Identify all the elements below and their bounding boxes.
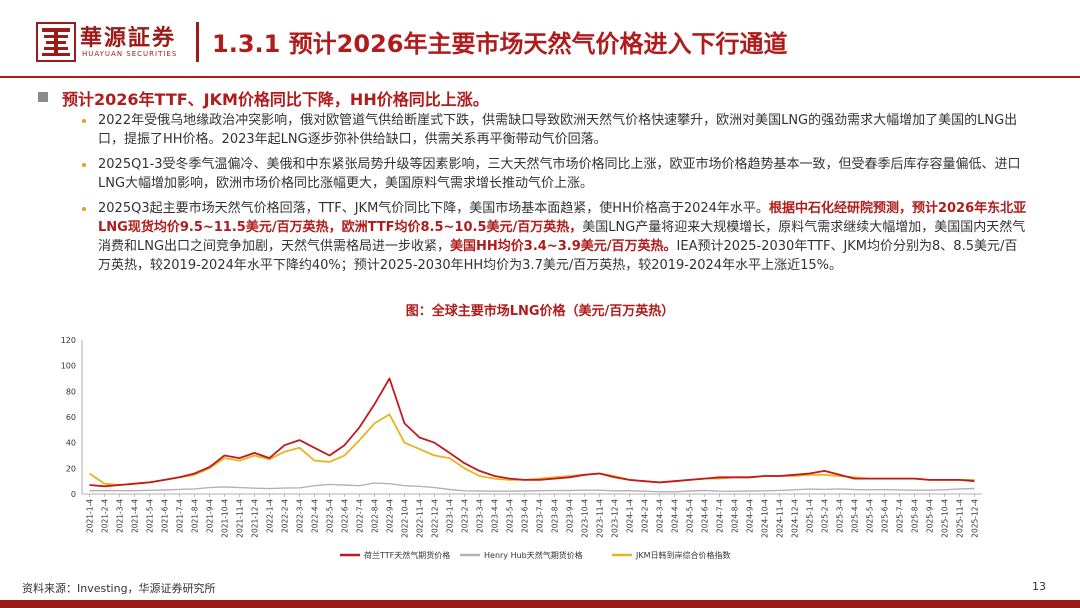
x-tick-label: 2022-6-4 xyxy=(341,499,350,533)
y-tick-label: 80 xyxy=(66,387,76,396)
x-tick-label: 2024-5-4 xyxy=(686,499,695,533)
x-tick-label: 2023-12-4 xyxy=(611,499,620,538)
x-tick-label: 2025-6-4 xyxy=(881,499,890,533)
x-tick-label: 2021-11-4 xyxy=(236,499,245,538)
x-tick-label: 2021-5-4 xyxy=(146,499,155,533)
x-tick-label: 2024-6-4 xyxy=(701,499,710,533)
y-tick-label: 40 xyxy=(66,439,76,448)
x-tick-label: 2023-9-4 xyxy=(566,499,575,533)
bullet-dot-icon xyxy=(82,163,86,167)
x-tick-label: 2022-9-4 xyxy=(386,499,395,533)
x-tick-label: 2025-9-4 xyxy=(926,499,935,533)
x-tick-label: 2022-5-4 xyxy=(326,499,335,533)
y-tick-label: 60 xyxy=(66,413,76,422)
x-tick-label: 2024-2-4 xyxy=(641,499,650,533)
chart-title: 图：全球主要市场LNG价格（美元/百万英热） xyxy=(405,304,675,319)
b3-text-2: 美国LNG产量将迎来大规模增长，原料气需求继续大幅增加，美国国内天然气消费和LN… xyxy=(98,220,1026,254)
y-tick-label: 100 xyxy=(61,362,76,371)
x-tick-label: 2025-7-4 xyxy=(896,499,905,533)
x-tick-label: 2022-4-4 xyxy=(311,499,320,533)
company-logo: 華源証券 HUAYUAN SECURITIES xyxy=(36,18,176,66)
series-line-2 xyxy=(88,413,975,486)
legend-label: JKM日韩到岸综合价格指数 xyxy=(635,550,731,560)
x-tick-label: 2023-11-4 xyxy=(596,499,605,538)
x-tick-label: 2023-1-4 xyxy=(446,499,455,533)
x-tick-label: 2022-7-4 xyxy=(356,499,365,533)
x-tick-label: 2023-6-4 xyxy=(521,499,530,533)
x-tick-label: 2024-3-4 xyxy=(656,499,665,533)
x-tick-label: 2024-9-4 xyxy=(746,499,755,533)
x-tick-label: 2023-3-4 xyxy=(476,499,485,533)
header-rule xyxy=(0,76,1080,78)
x-tick-label: 2021-2-4 xyxy=(101,499,110,533)
bullet-paragraph-3: 2025Q3起主要市场天然气价格回落，TTF、JKM气价同比下降，美国市场基本面… xyxy=(98,199,1028,275)
x-tick-label: 2024-4-4 xyxy=(671,499,680,533)
header: 華源証券 HUAYUAN SECURITIES 1.3.1 预计2026年主要市… xyxy=(0,0,1080,78)
x-tick-label: 2023-5-4 xyxy=(506,499,515,533)
logo-chinese-name: 華源証券 xyxy=(80,25,177,51)
x-tick-label: 2025-2-4 xyxy=(821,499,830,533)
x-tick-label: 2024-1-4 xyxy=(626,499,635,533)
x-tick-label: 2023-7-4 xyxy=(536,499,545,533)
x-tick-label: 2021-6-4 xyxy=(161,499,170,533)
x-tick-label: 2025-12-4 xyxy=(971,499,980,538)
logo-english-name: HUAYUAN SECURITIES xyxy=(82,50,178,58)
x-tick-label: 2025-8-4 xyxy=(911,499,920,533)
source-note: 资料来源：Investing，华源证券研究所 xyxy=(22,582,216,595)
page-number: 13 xyxy=(1032,580,1046,593)
x-tick-label: 2022-12-4 xyxy=(431,499,440,538)
x-tick-label: 2023-2-4 xyxy=(461,499,470,533)
x-tick-label: 2021-9-4 xyxy=(206,499,215,533)
square-bullet-icon xyxy=(38,92,48,102)
x-tick-label: 2021-7-4 xyxy=(176,499,185,533)
x-tick-label: 2021-3-4 xyxy=(116,499,125,533)
b3-text-3: IEA预计2025-2030年TTF、JKM均价分别为8、8.5美元/百万英热，… xyxy=(98,239,1018,273)
x-tick-label: 2024-10-4 xyxy=(761,499,770,538)
x-tick-label: 2025-10-4 xyxy=(941,499,950,538)
x-tick-label: 2022-8-4 xyxy=(371,499,380,533)
x-tick-label: 2022-10-4 xyxy=(401,499,410,538)
series-line-0 xyxy=(89,377,975,488)
x-tick-label: 2023-4-4 xyxy=(491,499,500,533)
bullet-dot-icon xyxy=(82,119,86,123)
y-tick-label: 0 xyxy=(71,490,76,499)
x-tick-label: 2022-1-4 xyxy=(266,499,275,533)
x-tick-label: 2025-11-4 xyxy=(956,499,965,538)
b3-forecast-highlight: 根据中石化经研院预测，预计2026年东北亚LNG现货均价9.5~11.5美元/百… xyxy=(98,201,1027,235)
x-tick-label: 2024-7-4 xyxy=(716,499,725,533)
seal-logo-icon xyxy=(36,22,76,62)
x-tick-label: 2023-8-4 xyxy=(551,499,560,533)
x-tick-label: 2025-4-4 xyxy=(851,499,860,533)
x-tick-label: 2024-12-4 xyxy=(791,499,800,538)
x-tick-label: 2021-12-4 xyxy=(251,499,260,538)
x-tick-label: 2025-5-4 xyxy=(866,499,875,533)
lng-price-chart: 0 20 40 60 80 100 120 2021-1-4 2021-2-4 2021-3-4 2… xyxy=(61,336,982,560)
x-tick-label: 2024-11-4 xyxy=(776,499,785,538)
title-divider xyxy=(196,22,199,62)
x-tick-label: 2021-8-4 xyxy=(191,499,200,533)
x-tick-label: 2022-3-4 xyxy=(296,499,305,533)
footer-bar xyxy=(0,600,1080,608)
x-tick-label: 2021-4-4 xyxy=(131,499,140,533)
bullet-paragraph-1: 2022年受俄乌地缘政治冲突影响，俄对欧管道气供给断崖式下跌，供需缺口导致欧洲天… xyxy=(98,113,1018,147)
legend-label: Henry Hub天然气期货价格 xyxy=(484,550,583,560)
x-tick-label: 2024-8-4 xyxy=(731,499,740,533)
x-tick-label: 2021-1-4 xyxy=(86,499,95,533)
page-title: 1.3.1 预计2026年主要市场天然气价格进入下行通道 xyxy=(212,30,788,58)
y-tick-label: 120 xyxy=(61,336,76,345)
section-heading: 预计2026年TTF、JKM价格同比下降，HH价格同比上涨。 xyxy=(62,90,489,109)
x-tick-label: 2025-3-4 xyxy=(836,499,845,533)
x-tick-label: 2021-10-4 xyxy=(221,499,230,538)
b3-hh-highlight: 美国HH均价3.4~3.9美元/百万英热。 xyxy=(450,239,677,254)
x-tick-label: 2023-10-4 xyxy=(581,499,590,538)
legend-label: 荷兰TTF天然气期货价格 xyxy=(364,550,450,560)
b3-text-1: 2025Q3起主要市场天然气价格回落，TTF、JKM气价同比下降，美国市场基本面… xyxy=(98,201,769,216)
series-line-1 xyxy=(89,482,975,493)
x-tick-label: 2022-2-4 xyxy=(281,499,290,533)
bullet-dot-icon xyxy=(82,207,86,211)
y-tick-label: 20 xyxy=(66,464,76,473)
x-tick-label: 2025-1-4 xyxy=(806,499,815,533)
x-tick-label: 2022-11-4 xyxy=(416,499,425,538)
bullet-paragraph-2: 2025Q1-3受冬季气温偏冷、美俄和中东紧张局势升级等因素影响，三大天然气市场… xyxy=(98,157,1021,191)
